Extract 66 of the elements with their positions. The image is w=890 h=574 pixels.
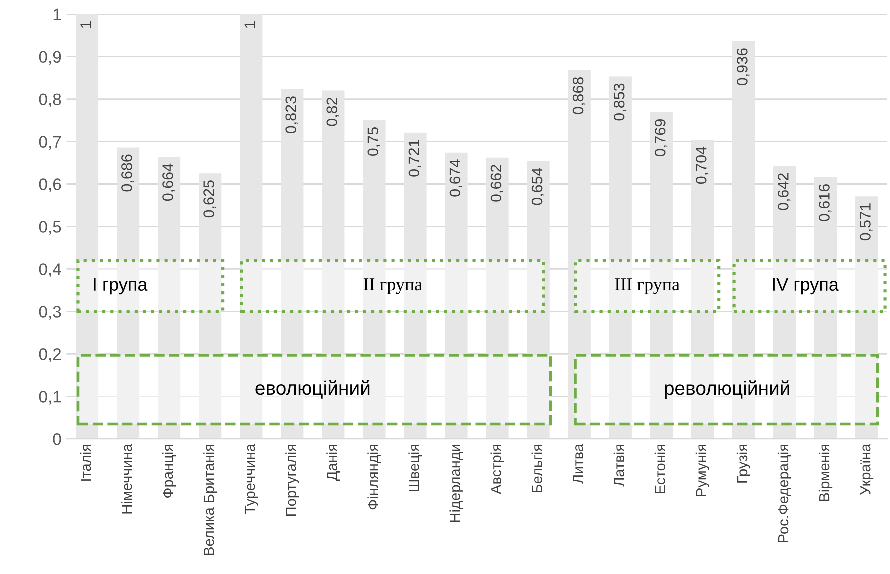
data-label: 0,721 (408, 140, 422, 177)
bar (856, 196, 878, 440)
y-tick-label: 0 (53, 434, 62, 446)
data-label: 1 (80, 21, 92, 28)
bar (609, 76, 632, 440)
y-tick-label: 1 (54, 8, 62, 20)
x-tick-label: Фінляндія (368, 444, 382, 510)
x-tick-label: Латвія (614, 444, 625, 487)
data-label: 0,704 (696, 146, 709, 184)
bar (445, 152, 468, 440)
data-label: 0,853 (614, 84, 627, 121)
data-label: 0,868 (572, 77, 586, 114)
data-label: 0,571 (860, 204, 873, 241)
x-tick-label: Грузія (736, 444, 751, 483)
data-label: 1 (244, 21, 256, 28)
x-tick-label: Туреччина (245, 444, 258, 514)
x-tick-label: Німеччина (121, 444, 132, 514)
x-tick-label: Бельгія (532, 444, 542, 493)
bar (199, 174, 222, 440)
data-label: 0,662 (490, 165, 504, 202)
data-label: 0,664 (162, 164, 176, 202)
bar (76, 14, 99, 440)
x-tick-label: Румунія (696, 444, 710, 496)
x-tick-label: Італія (80, 444, 92, 481)
data-label: 0,769 (654, 120, 668, 156)
y-tick-label: 0,2 (39, 348, 62, 362)
bar (527, 161, 550, 440)
x-tick-label: Швеція (408, 444, 422, 492)
data-label: 0,686 (122, 154, 134, 192)
annotation: еволюційний (256, 380, 370, 399)
y-tick-label: 0,9 (39, 51, 62, 65)
y-tick-label: 0,4 (39, 264, 62, 278)
x-tick-label: Рос.Федерація (778, 444, 792, 543)
data-label: 0,823 (286, 96, 298, 134)
annotation: IV група (773, 278, 839, 295)
data-label: 0,616 (819, 184, 832, 222)
x-tick-label: Литва (573, 444, 584, 484)
x-tick-label: Австрія (490, 444, 504, 494)
bar (158, 157, 181, 440)
y-tick-label: 0,5 (39, 221, 62, 235)
bar (568, 70, 591, 440)
bar (486, 158, 509, 440)
y-tick-label: 0,1 (39, 391, 62, 405)
y-tick-label: 0,8 (39, 94, 62, 108)
y-tick-label: 0,7 (39, 136, 62, 150)
y-tick-label: 0,3 (39, 306, 62, 320)
x-tick-label: Португалія (286, 444, 300, 516)
annotation: революційний (665, 380, 790, 400)
x-tick-label: Франція (162, 444, 176, 498)
data-label: 0,642 (778, 174, 791, 210)
x-tick-label: Естонія (654, 444, 666, 494)
annotation: I група (94, 278, 148, 295)
annotation: II група (364, 278, 422, 294)
x-tick-label: Данія (326, 444, 340, 482)
y-tick-label: 0,6 (39, 178, 62, 192)
data-label: 0,82 (326, 98, 340, 126)
x-tick-label: Велика Британія (204, 444, 218, 556)
x-tick-label: Нідерланди (450, 444, 464, 522)
data-label: 0,674 (450, 160, 462, 197)
data-label: 0,654 (532, 168, 544, 206)
data-label: 0,625 (204, 180, 216, 218)
x-tick-label: Україна (860, 444, 874, 495)
x-tick-label: Вірменія (818, 444, 833, 502)
data-label: 0,75 (368, 128, 380, 156)
data-label: 0,936 (737, 48, 750, 86)
annotation: III група (615, 278, 680, 294)
